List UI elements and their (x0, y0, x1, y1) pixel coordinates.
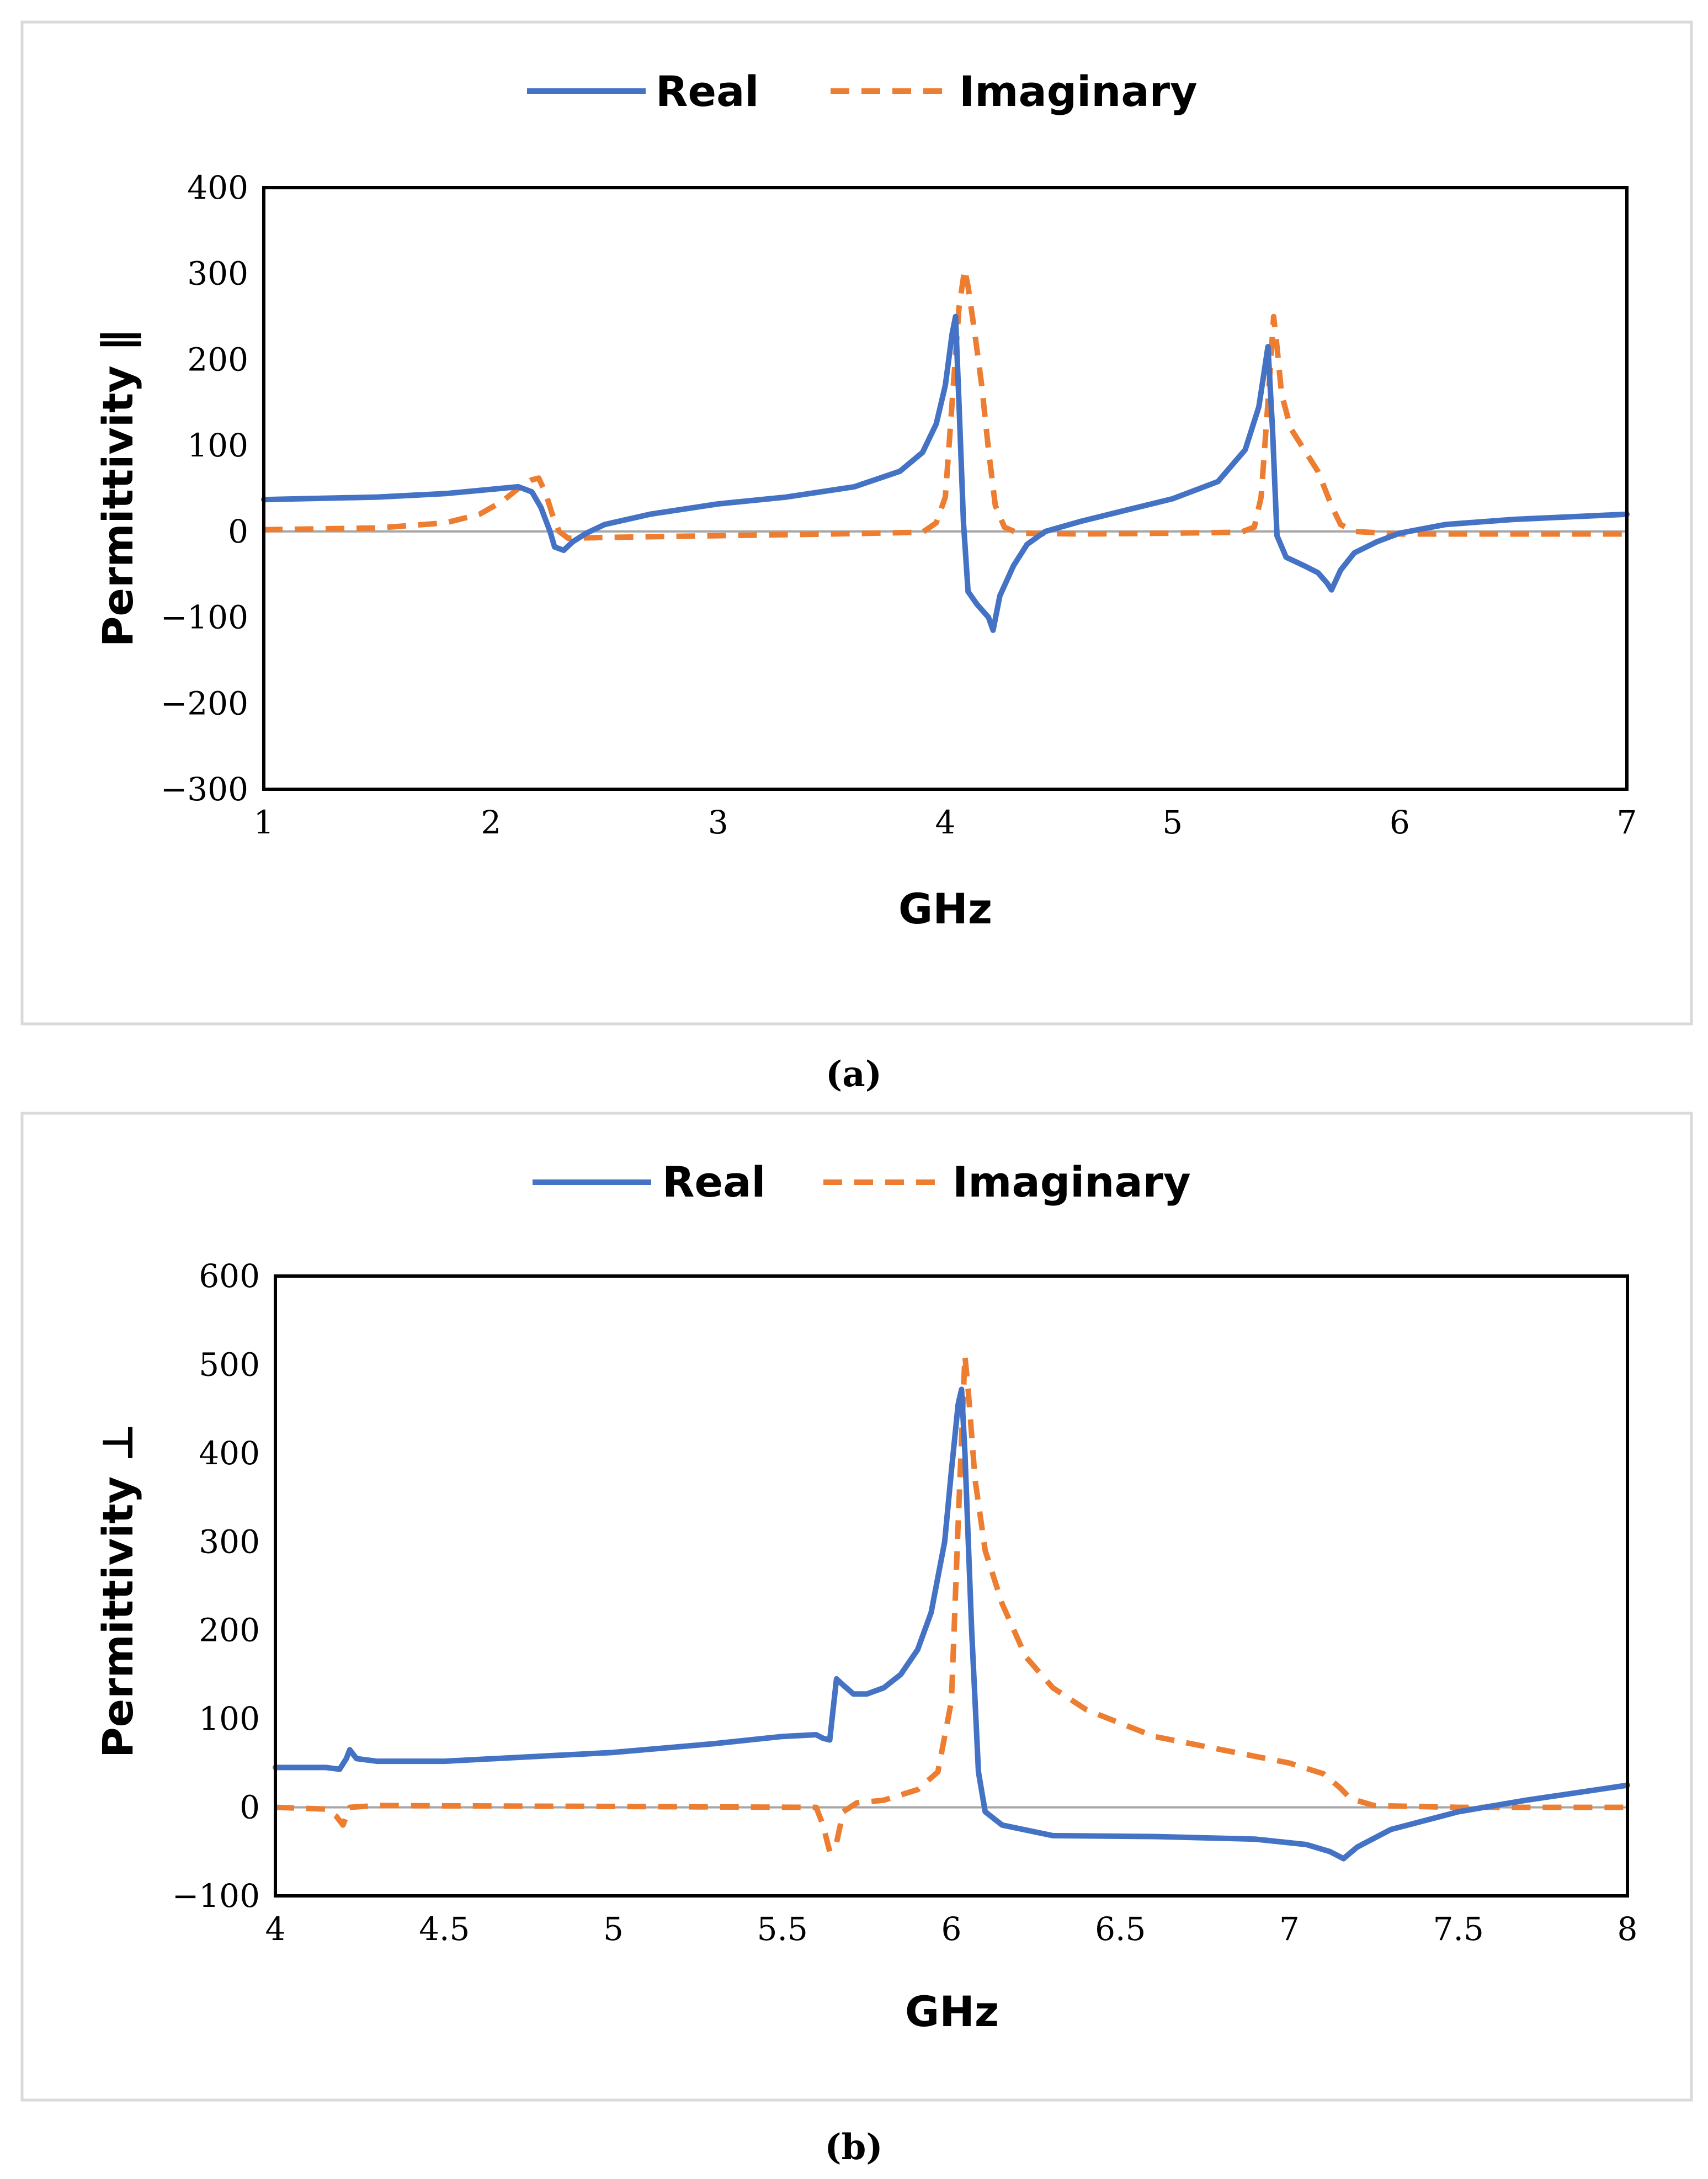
chart-b-y-ticks: 600 500 400 300 200 100 0 −100 (172, 1257, 260, 1915)
chart-b-x-tick-label: 7 (1279, 1910, 1300, 1948)
chart-a-y-tick-label: 400 (187, 169, 248, 206)
chart-b-x-tick-label: 7.5 (1433, 1910, 1484, 1948)
chart-b-x-tick-label: 4.5 (419, 1910, 470, 1948)
chart-a-x-tick-label: 3 (708, 804, 728, 841)
chart-b-legend: Real Imaginary (533, 1157, 1191, 1207)
chart-b-x-tick-label: 4 (265, 1910, 286, 1948)
chart-a-series (261, 266, 1630, 633)
panel-b: Real Imaginary 600 500 400 300 200 100 0 −100 4… (20, 1112, 1693, 2102)
legend-a-imaginary-label: Imaginary (959, 67, 1198, 116)
chart-a-legend: Real Imaginary (527, 67, 1198, 116)
chart-a-x-tick-label: 1 (254, 804, 274, 841)
chart-b-x-tick-label: 6 (941, 1910, 962, 1948)
chart-a-y-ticks: 400 300 200 100 0 −100 −200 −300 (161, 169, 248, 808)
chart-a-y-tick-label: −200 (161, 684, 248, 722)
chart-a-y-tick-label: 100 (187, 427, 248, 464)
chart-a-y-tick-label: −300 (161, 770, 248, 808)
chart-b-y-tick-label: 500 (199, 1346, 260, 1383)
chart-b-plot (273, 1274, 1630, 1898)
chart-a-y-tick-label: 0 (228, 513, 248, 550)
chart-a-plot (261, 186, 1630, 791)
chart-a-x-tick-label: 5 (1162, 804, 1183, 841)
chart-b-series-real (273, 1386, 1630, 1862)
chart-b-plot-frame (274, 1274, 1629, 1898)
chart-b-series (273, 1353, 1630, 1862)
caption-a: (a) (826, 1054, 882, 1095)
legend-a-real-label: Real (656, 67, 759, 116)
chart-b-x-tick-label: 5 (603, 1910, 624, 1948)
panel-a: Real Imaginary 400 300 200 100 0 −100 −200 −300… (20, 20, 1693, 1025)
legend-b-imaginary-label: Imaginary (953, 1157, 1191, 1207)
chart-b-xlabel: GHz (905, 1987, 999, 2036)
chart-b-ylabel: Permittivity ⊥ (93, 1423, 142, 1758)
chart-a-series-real (261, 313, 1630, 633)
chart-a-plot-frame (262, 186, 1629, 791)
chart-a-x-ticks: 1 2 3 4 5 6 7 (254, 804, 1637, 841)
chart-a-xlabel: GHz (898, 884, 992, 933)
chart-b-x-ticks: 4 4.5 5 5.5 6 6.5 7 7.5 8 (265, 1910, 1638, 1948)
chart-a-series-imaginary (263, 266, 1627, 541)
chart-a-ylabel: Permittivity ∥ (93, 330, 142, 647)
legend-b-real-label: Real (662, 1157, 765, 1207)
chart-a-y-tick-label: −100 (161, 599, 248, 636)
caption-b: (b) (824, 2127, 882, 2168)
chart-b-outer-box (20, 1112, 1693, 2102)
chart-a-x-tick-label: 6 (1390, 804, 1410, 841)
chart-b-x-tick-label: 6.5 (1095, 1910, 1146, 1948)
chart-a-x-tick-label: 7 (1617, 804, 1637, 841)
chart-b-y-tick-label: 200 (199, 1612, 260, 1649)
chart-b-y-tick-label: 600 (199, 1257, 260, 1295)
chart-b-y-tick-label: 100 (199, 1700, 260, 1737)
chart-b-x-tick-label: 8 (1617, 1910, 1638, 1948)
chart-b-x-tick-label: 5.5 (757, 1910, 808, 1948)
chart-a-y-tick-label: 200 (187, 341, 248, 378)
chart-b-y-tick-label: 400 (199, 1434, 260, 1472)
chart-b-y-tick-label: 300 (199, 1523, 260, 1560)
chart-a-x-tick-label: 4 (935, 804, 956, 841)
chart-b-y-tick-label: 0 (240, 1789, 260, 1826)
chart-a-x-tick-label: 2 (481, 804, 501, 841)
chart-a-y-tick-label: 300 (187, 255, 248, 293)
chart-b-y-tick-label: −100 (172, 1877, 260, 1915)
